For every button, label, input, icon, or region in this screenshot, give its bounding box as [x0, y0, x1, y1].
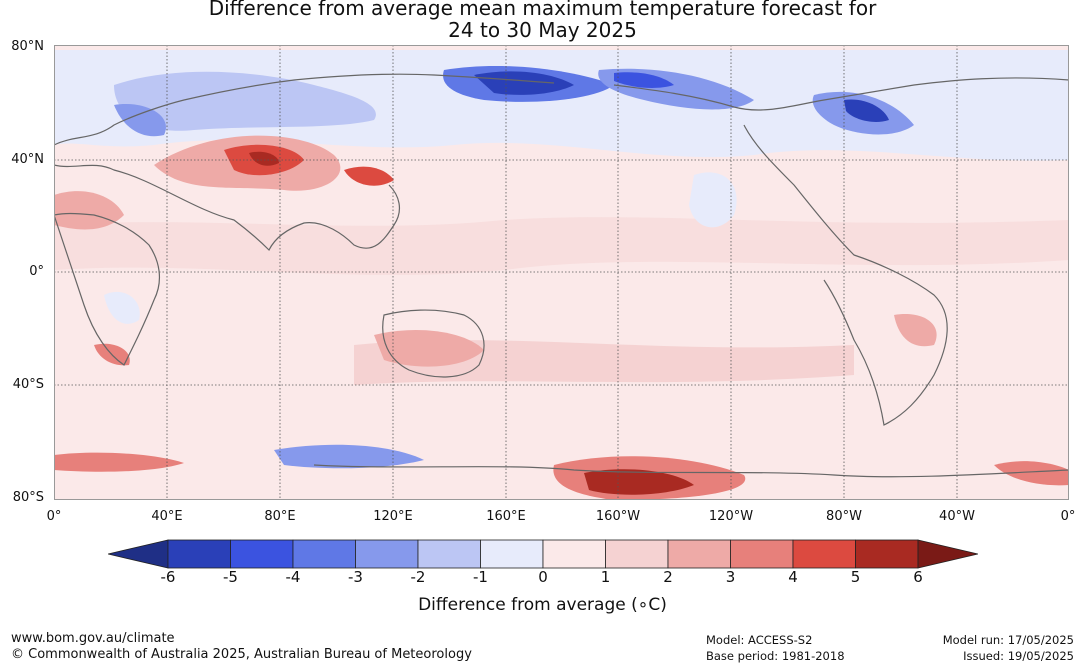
ural-cold	[114, 104, 166, 137]
siberia-cold-1	[114, 71, 376, 131]
lat-label-0: 0°	[29, 264, 44, 279]
colorbar-tick-label: 2	[663, 568, 673, 586]
colorbar-arrow-low	[108, 539, 169, 569]
temperature-anomaly-map	[53, 45, 1070, 500]
model-run-text: Model run: 17/05/2025	[942, 633, 1074, 647]
colorbar-tick-label: -6	[160, 568, 176, 586]
colorbar-tick-label: 3	[725, 568, 736, 586]
colorbar-tick-label: 1	[600, 568, 611, 586]
colorbar-segment	[230, 539, 294, 569]
colorbar-segment	[730, 539, 794, 569]
colorbar-tick-label: -4	[285, 568, 301, 586]
east-pacific-cool	[689, 172, 737, 228]
colorbar-tick-label: -1	[473, 568, 488, 586]
lat-label-40n: 40°N	[11, 152, 44, 167]
colorbar-segment	[605, 539, 669, 569]
colorbar-tick-label: 4	[788, 568, 798, 586]
map-title: Difference from average mean maximum tem…	[0, 0, 1085, 41]
lon-label-160w: 160°W	[595, 509, 641, 524]
lon-label-0-right: 0°	[1060, 509, 1076, 524]
colorbar-segment	[417, 539, 481, 569]
colorbar-segment	[667, 539, 731, 569]
central-asia-peak	[249, 151, 279, 166]
china-warm	[344, 166, 394, 186]
sahara-warm	[54, 191, 124, 230]
colorbar-segment	[480, 539, 544, 569]
colorbar-label: Difference from average (∘C)	[418, 595, 667, 615]
canada-core	[844, 99, 889, 122]
colorbar	[108, 539, 978, 569]
alaska-core	[614, 72, 674, 88]
map-border	[54, 45, 1069, 500]
asia-south-coast	[53, 164, 401, 252]
colorbar-segment	[355, 539, 419, 569]
tropics-belt	[54, 217, 1069, 275]
issued-text: Issued: 19/05/2025	[963, 649, 1074, 663]
lon-label-40w: 40°W	[939, 509, 975, 524]
base-period-text: Base period: 1981-2018	[706, 649, 845, 663]
title-line-2: 24 to 30 May 2025	[448, 18, 637, 42]
colorbar-tick-label: 0	[538, 568, 548, 586]
copyright-text: © Commonwealth of Australia 2025, Austra…	[11, 647, 472, 662]
eurasia-north-coast	[53, 73, 555, 146]
southern-ocean-warm-2	[994, 461, 1069, 486]
colorbar-tick-label: -3	[348, 568, 363, 586]
lon-label-80w: 80°W	[826, 509, 862, 524]
graticule	[54, 45, 1069, 500]
north-america-north-coast	[613, 77, 1070, 111]
colorbar-segment	[292, 539, 356, 569]
lon-label-40e: 40°E	[151, 509, 183, 524]
colorbar-tick-label: 5	[850, 568, 861, 586]
antarctic-warm-core	[584, 469, 694, 495]
australia-coast	[382, 309, 485, 378]
title-line-1: Difference from average mean maximum tem…	[208, 0, 877, 20]
colorbar-tick-label: -2	[410, 568, 426, 586]
antarctic-cold	[274, 444, 424, 469]
lat-label-40s: 40°S	[12, 377, 44, 392]
lat-label-80s: 80°S	[12, 490, 44, 505]
lon-label-160e: 160°E	[486, 509, 526, 524]
map-canvas	[53, 45, 1070, 500]
colorbar-segment	[542, 539, 606, 569]
colorbar-segment	[167, 539, 231, 569]
colorbar-segment	[792, 539, 856, 569]
model-text: Model: ACCESS-S2	[706, 633, 813, 647]
lon-label-120w: 120°W	[708, 509, 754, 524]
antarctica-coast	[313, 464, 1070, 478]
south-america-warm	[894, 314, 937, 347]
africa-coast	[53, 212, 161, 366]
africa-cool	[104, 291, 140, 324]
lon-label-0-left: 0°	[46, 509, 62, 524]
website-text: www.bom.gov.au/climate	[11, 631, 175, 646]
australia-warm	[374, 330, 484, 367]
arctic-zone	[54, 50, 1069, 161]
colorbar-tick-label: 6	[913, 568, 923, 586]
coastlines	[53, 73, 1070, 478]
east-siberia-core	[474, 71, 574, 95]
lat-label-80n: 80°N	[11, 39, 44, 54]
colorbar-arrow-high	[917, 539, 978, 569]
colorbar-segment	[855, 539, 919, 569]
lon-label-120e: 120°E	[373, 509, 413, 524]
colorbar-tick-label: -5	[223, 568, 238, 586]
americas-coast	[743, 124, 948, 426]
lon-label-80e: 80°E	[264, 509, 296, 524]
southern-ocean-warm	[54, 452, 184, 472]
